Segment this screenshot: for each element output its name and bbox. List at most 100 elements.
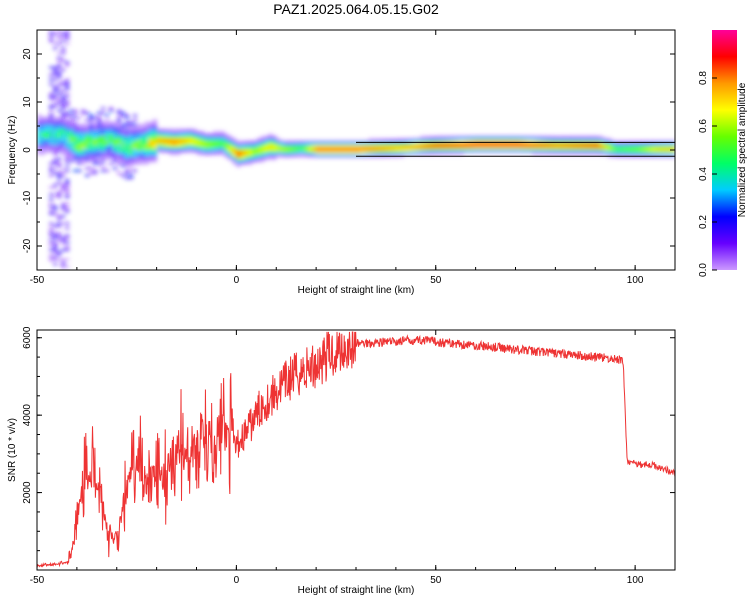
- heatmap-cell: [459, 142, 465, 146]
- heatmap-cell: [535, 142, 541, 146]
- heatmap-cell: [52, 102, 58, 105]
- heatmap-cell: [112, 166, 118, 170]
- heatmap-cell: [276, 150, 281, 153]
- heatmap-cell: [140, 147, 146, 151]
- heatmap-cell: [264, 157, 269, 161]
- heatmap-cell: [511, 142, 517, 146]
- heatmap-cell: [523, 147, 529, 151]
- heatmap-cell: [96, 126, 102, 129]
- heatmap-cell: [587, 150, 592, 153]
- heatmap-cell: [184, 133, 190, 137]
- heatmap-cell: [188, 138, 194, 141]
- heatmap-cell: [132, 152, 138, 156]
- heatmap-cell: [132, 128, 138, 132]
- heatmap-cell: [212, 133, 218, 137]
- heatmap-cell: [44, 150, 50, 153]
- heatmap-cell: [224, 152, 229, 156]
- heatmap-cell: [84, 174, 90, 177]
- heatmap-cell: [40, 140, 46, 144]
- heatmap-cell: [383, 138, 389, 141]
- heatmap-cell: [128, 157, 134, 161]
- heatmap-cell: [132, 130, 138, 134]
- heatmap-cell: [132, 169, 138, 173]
- heatmap-cell: [68, 130, 74, 134]
- heatmap-cell: [647, 152, 652, 156]
- heatmap-cell: [72, 147, 78, 151]
- heatmap-cell: [136, 162, 142, 165]
- heatmap-cell: [583, 142, 588, 146]
- heatmap-cell: [216, 133, 222, 137]
- heatmap-cell: [463, 150, 469, 153]
- heatmap-cell: [240, 152, 245, 156]
- heatmap-cell: [296, 142, 301, 146]
- heatmap-cell: [615, 142, 620, 146]
- heatmap-cell: [623, 142, 628, 146]
- heatmap-cell: [252, 154, 257, 158]
- heatmap-cell: [403, 145, 409, 149]
- heatmap-cell: [332, 150, 337, 153]
- heatmap-cell: [519, 135, 525, 139]
- heatmap-cell: [647, 147, 652, 151]
- heatmap-cell: [248, 147, 253, 151]
- heatmap-cell: [48, 78, 54, 81]
- heatmap-cell: [571, 150, 576, 153]
- heatmap-cell: [503, 142, 509, 146]
- heatmap-cell: [148, 145, 154, 149]
- heatmap-cell: [276, 154, 281, 158]
- heatmap-cell: [56, 102, 62, 105]
- heatmap-cell: [124, 121, 130, 125]
- heatmap-cell: [212, 142, 218, 146]
- heatmap-cell: [52, 205, 58, 209]
- heatmap-cell: [112, 135, 118, 139]
- heatmap-cell: [52, 171, 58, 175]
- heatmap-cell: [431, 142, 437, 146]
- heatmap-cell: [419, 147, 425, 151]
- heatmap-cell: [356, 150, 361, 153]
- heatmap-cell: [108, 109, 114, 113]
- figure-title: PAZ1.2025.064.05.15.G02: [273, 1, 439, 17]
- heatmap-cell: [308, 150, 313, 153]
- heatmap-cell: [304, 142, 309, 146]
- heatmap-cell: [48, 222, 54, 225]
- heatmap-cell: [176, 152, 182, 156]
- heatmap-cell: [268, 150, 273, 153]
- heatmap-cell: [152, 157, 158, 161]
- heatmap-cell: [80, 147, 86, 151]
- heatmap-cell: [176, 147, 182, 151]
- heatmap-cell: [515, 135, 521, 139]
- heatmap-cell: [60, 186, 66, 189]
- heatmap-cell: [232, 152, 237, 156]
- heatmap-cell: [124, 171, 130, 175]
- heatmap-cell: [80, 109, 86, 113]
- heatmap-cell: [56, 145, 62, 149]
- heatmap-cell: [435, 150, 441, 153]
- heatmap-cell: [547, 142, 552, 146]
- heatmap-cell: [88, 118, 94, 122]
- heatmap-cell: [387, 147, 393, 151]
- heatmap-cell: [136, 150, 142, 153]
- heatmap-cell: [56, 250, 62, 254]
- heatmap-cell: [220, 133, 226, 137]
- heatmap-cell: [204, 142, 210, 146]
- heatmap-cell: [116, 159, 122, 163]
- heatmap-cell: [371, 145, 377, 149]
- heatmap-cell: [128, 147, 134, 151]
- heatmap-cell: [244, 150, 249, 153]
- heatmap-cell: [288, 145, 293, 149]
- heatmap-cell: [284, 140, 289, 144]
- heatmap-cell: [108, 133, 114, 137]
- heatmap-cell: [280, 140, 285, 144]
- heatmap-cell: [40, 126, 46, 129]
- heatmap-cell: [152, 142, 158, 146]
- heatmap-cell: [72, 133, 78, 137]
- heatmap-cell: [48, 212, 54, 216]
- heatmap-cell: [40, 133, 46, 137]
- heatmap-cell: [52, 126, 58, 129]
- heatmap-cell: [371, 147, 377, 151]
- heatmap-cell: [395, 142, 401, 146]
- heatmap-cell: [116, 133, 122, 137]
- heatmap-cell: [164, 128, 170, 132]
- heatmap-cell: [547, 147, 552, 151]
- heatmap-cell: [427, 152, 433, 156]
